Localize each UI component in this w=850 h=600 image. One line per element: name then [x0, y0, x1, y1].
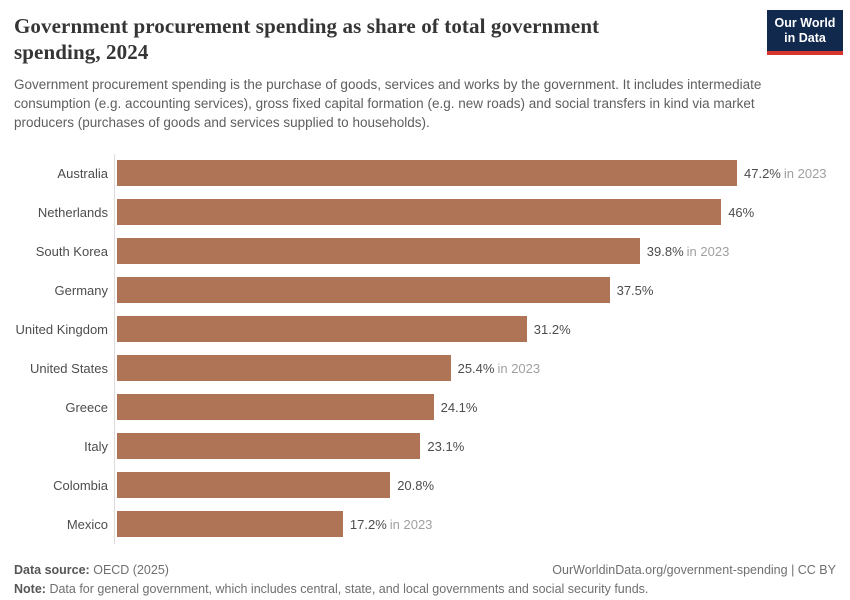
bar-year-note: in 2023: [497, 360, 541, 376]
bar-track: 17.2% in 2023: [114, 504, 836, 544]
bar-value: 31.2%: [533, 321, 571, 337]
bar-year-note: in 2023: [686, 243, 730, 259]
bar-track: 39.8% in 2023: [114, 231, 836, 271]
bar-category-label: United States: [29, 360, 108, 376]
bar-value: 47.2%: [744, 165, 781, 181]
bar-category-label: Netherlands: [37, 204, 108, 220]
bar[interactable]: [117, 277, 610, 304]
bar-value: 37.5%: [616, 282, 654, 298]
bar-value: 39.8%: [646, 243, 684, 259]
bar-value: 24.1%: [440, 399, 478, 415]
bar[interactable]: [117, 238, 640, 265]
bar-track: 23.1%: [114, 426, 836, 466]
footer-note-value: Data for general government, which inclu…: [49, 581, 649, 596]
bar-year-note: in 2023: [389, 516, 433, 532]
bar[interactable]: [117, 433, 421, 460]
chart-footer: Data source: OECD (2025) OurWorldinData.…: [14, 563, 836, 596]
bar-value: 17.2%: [349, 516, 387, 532]
bar-track: 25.4% in 2023: [114, 348, 836, 388]
bar-value-label: 17.2% in 2023: [350, 517, 433, 532]
bar-category-label: Germany: [54, 282, 108, 298]
bar-row: Australia 47.2% in 2023: [14, 153, 836, 193]
bar-value-label: 47.2% in 2023: [744, 166, 827, 181]
bar-value-label: 39.8% in 2023: [647, 244, 730, 259]
bar-value: 23.1%: [427, 438, 465, 454]
owid-logo-line1: Our World: [774, 16, 836, 30]
bar-track: 46%: [114, 192, 836, 232]
bar-row: South Korea 39.8% in 2023: [14, 231, 836, 271]
bar-category-label: Australia: [57, 165, 108, 181]
bar-row: Italy 23.1%: [14, 426, 836, 466]
bar-row: Mexico 17.2% in 2023: [14, 504, 836, 544]
bar-track: 47.2% in 2023: [114, 153, 836, 193]
bar-category-label: Italy: [84, 438, 108, 454]
owid-url-link[interactable]: OurWorldinData.org/government-spending |…: [552, 562, 836, 577]
bar-value: 46%: [728, 204, 755, 220]
bar-value-label: 23.1%: [427, 439, 464, 454]
footer-note: Note: Data for general government, which…: [14, 582, 836, 596]
bar-year-note: in 2023: [783, 165, 827, 181]
bar-track: 31.2%: [114, 309, 836, 349]
bar-row: United States 25.4% in 2023: [14, 348, 836, 388]
data-source: Data source: OECD (2025): [14, 563, 169, 577]
bar-row: Greece 24.1%: [14, 387, 836, 427]
bar-row: United Kingdom 31.2%: [14, 309, 836, 349]
bar-track: 37.5%: [114, 270, 836, 310]
bar-rows: Australia 47.2% in 2023 Netherlands 46% S…: [14, 153, 836, 544]
bar-value-label: 37.5%: [617, 283, 654, 298]
owid-logo: Our World in Data: [767, 10, 843, 55]
data-source-value: OECD (2025): [93, 562, 169, 577]
footer-note-label: Note:: [14, 581, 46, 596]
bar-value: 20.8%: [397, 477, 435, 493]
bar-row: Germany 37.5%: [14, 270, 836, 310]
bar-value-label: 46%: [728, 205, 754, 220]
bar[interactable]: [117, 355, 451, 382]
bar-category-label: United Kingdom: [15, 321, 109, 337]
bar-row: Netherlands 46%: [14, 192, 836, 232]
bar-value-label: 25.4% in 2023: [458, 361, 541, 376]
bar-category-label: Colombia: [53, 477, 108, 493]
owid-logo-line2: in Data: [784, 31, 826, 45]
bar-category-label: South Korea: [35, 243, 108, 259]
bar-track: 20.8%: [114, 465, 836, 505]
bar-value-label: 20.8%: [397, 478, 434, 493]
bar-value-label: 31.2%: [534, 322, 571, 337]
bar[interactable]: [117, 160, 737, 187]
bar[interactable]: [117, 199, 722, 226]
bar-value-label: 24.1%: [441, 400, 478, 415]
bar-category-label: Greece: [65, 399, 108, 415]
bar[interactable]: [117, 472, 391, 499]
bar-category-label: Mexico: [66, 516, 108, 532]
data-source-label: Data source:: [14, 562, 90, 577]
bar-track: 24.1%: [114, 387, 836, 427]
bar-value: 25.4%: [457, 360, 495, 376]
bar-chart: Australia 47.2% in 2023 Netherlands 46% S…: [14, 153, 836, 544]
bar[interactable]: [117, 511, 343, 538]
chart-title: Government procurement spending as share…: [14, 14, 600, 65]
bar-row: Colombia 20.8%: [14, 465, 836, 505]
chart-subtitle: Government procurement spending is the p…: [14, 77, 762, 131]
footer-source-row: Data source: OECD (2025) OurWorldinData.…: [14, 563, 836, 577]
bar[interactable]: [117, 394, 434, 421]
bar[interactable]: [117, 316, 527, 343]
